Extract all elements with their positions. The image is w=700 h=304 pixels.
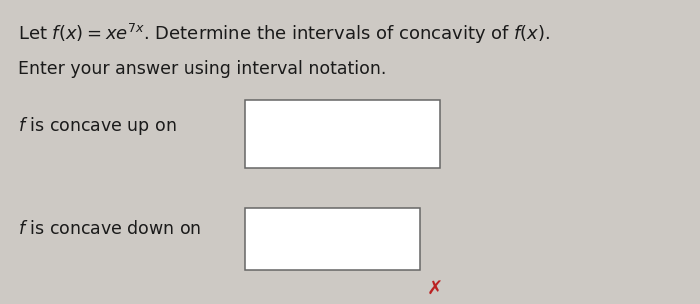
- Bar: [245, 208, 420, 270]
- Text: Enter your answer using interval notation.: Enter your answer using interval notatio…: [18, 60, 386, 78]
- Bar: [245, 100, 440, 168]
- Text: ✗: ✗: [427, 280, 443, 299]
- Text: Let $f(x) = xe^{7x}$. Determine the intervals of concavity of $f(x)$.: Let $f(x) = xe^{7x}$. Determine the inte…: [18, 22, 550, 46]
- Text: $f$ is concave down on: $f$ is concave down on: [18, 220, 202, 238]
- Text: $f$ is concave up on: $f$ is concave up on: [18, 115, 176, 137]
